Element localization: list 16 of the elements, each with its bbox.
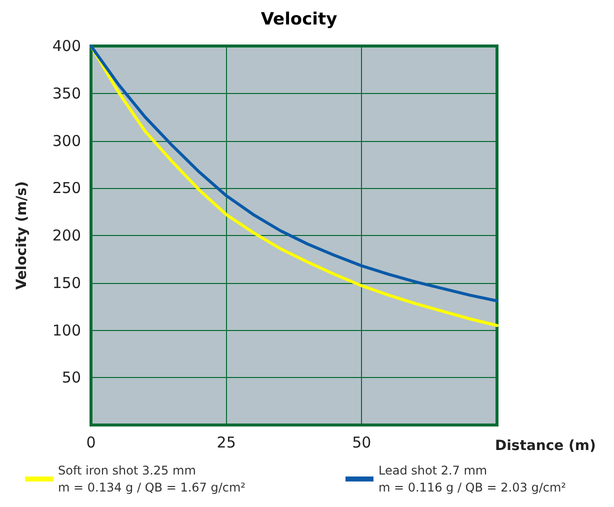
- y-tick-label: 350: [52, 84, 81, 102]
- y-tick-label: 100: [52, 321, 81, 340]
- y-tick-label: 250: [52, 179, 81, 198]
- y-tick-label: 300: [52, 132, 81, 150]
- x-tick-label: 50: [352, 434, 372, 452]
- chart-title: Velocity: [260, 10, 338, 30]
- legend-label: Lead shot 2.7 mm m = 0.116 g / QB = 2.03 g/cm²: [378, 464, 566, 494]
- y-tick-label: 150: [52, 274, 81, 292]
- y-axis-title: Velocity (m/s): [14, 181, 30, 290]
- y-tick-label: 400: [52, 37, 81, 55]
- y-tick-label: 200: [52, 226, 81, 244]
- x-axis-title: Distance (m): [495, 438, 596, 454]
- x-tick-label: 0: [86, 434, 96, 452]
- legend-label: Soft iron shot 3.25 mm m = 0.134 g / QB = 1.67 g/cm²: [58, 464, 246, 494]
- y-tick-label: 50: [62, 368, 81, 387]
- x-tick-label: 25: [216, 434, 236, 452]
